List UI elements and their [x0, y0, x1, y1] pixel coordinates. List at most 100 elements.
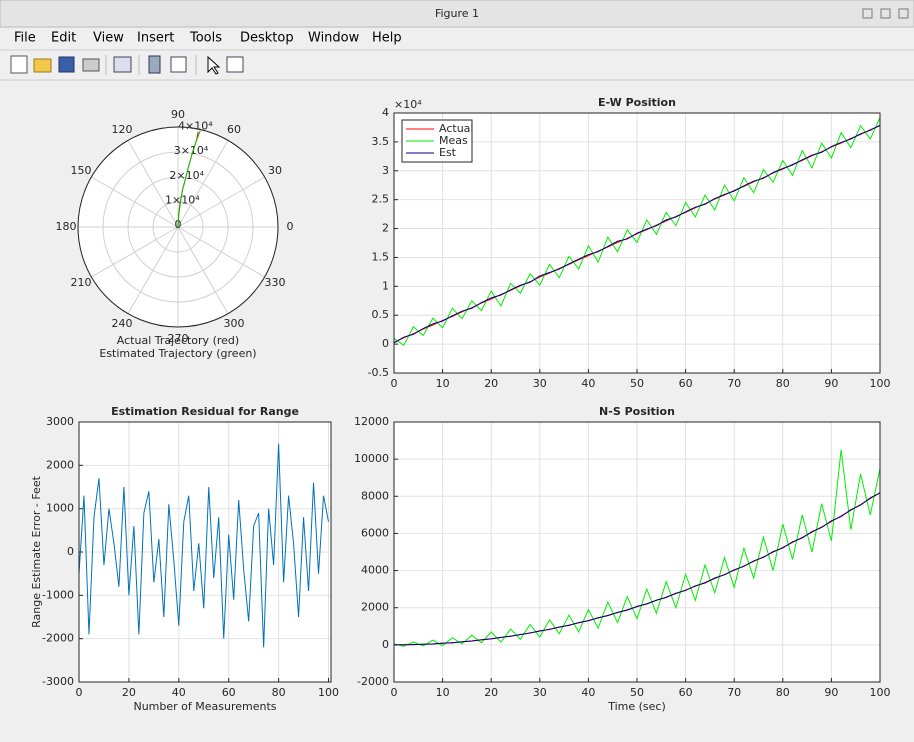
x-tick-label: 60 — [679, 377, 693, 390]
chart-title: Estimation Residual for Range — [111, 405, 299, 418]
x-tick-label: 80 — [776, 377, 790, 390]
axes-frame — [393, 112, 881, 374]
data-line — [393, 124, 881, 344]
x-tick-label: 10 — [436, 377, 450, 390]
x-tick-label: 50 — [630, 686, 644, 699]
y-tick-label: 3 — [382, 164, 389, 177]
y-tick-label: 3000 — [46, 415, 74, 428]
x-tick-label: 60 — [222, 686, 236, 699]
data-line — [78, 443, 329, 648]
y-tick-label: -1000 — [42, 588, 74, 601]
y-axis-label: Range Estimate Error - Feet — [30, 475, 43, 627]
y-tick-label: 10000 — [354, 452, 389, 465]
y-tick-label: 0 — [382, 337, 389, 350]
r-tick-label: 1×10⁴ — [165, 193, 200, 206]
x-tick-label: 70 — [727, 686, 741, 699]
y-tick-label: 2 — [382, 222, 389, 235]
axes-frame — [393, 421, 881, 683]
y-tick-label: 0 — [67, 545, 74, 558]
theta-tick-label: 330 — [264, 276, 285, 289]
y-tick-label: 0.5 — [372, 308, 390, 321]
window-title: Figure 1 — [435, 7, 479, 20]
y-tick-label: -3000 — [42, 675, 74, 688]
menu-item[interactable]: Help — [372, 31, 402, 46]
legend-label: Meas — [439, 134, 468, 147]
y-tick-label: 2000 — [361, 601, 389, 614]
theta-tick-label: 0 — [287, 220, 294, 233]
open-icon[interactable] — [33, 58, 52, 73]
r-tick-label: 3×10⁴ — [174, 144, 209, 157]
x-tick-label: 100 — [318, 686, 339, 699]
theta-tick-label: 150 — [71, 164, 92, 177]
y-multiplier: ×10⁴ — [394, 98, 422, 111]
data-line — [393, 449, 881, 647]
print-icon[interactable] — [82, 58, 100, 72]
r-tick-label: 4×10⁴ — [178, 120, 213, 133]
x-tick-label: 30 — [533, 377, 547, 390]
x-tick-label: 60 — [679, 686, 693, 699]
legend-icon[interactable] — [170, 56, 187, 73]
y-tick-label: 4 — [382, 106, 389, 119]
y-tick-label: 3.5 — [372, 135, 390, 148]
x-tick-label: 80 — [272, 686, 286, 699]
new-icon[interactable] — [10, 55, 28, 74]
toolbar — [10, 55, 244, 75]
x-tick-label: 90 — [824, 686, 838, 699]
x-axis-label: Time (sec) — [607, 700, 666, 713]
x-tick-label: 50 — [630, 377, 644, 390]
menu-item[interactable]: Window — [308, 31, 360, 46]
maximize-button[interactable] — [880, 8, 891, 19]
theta-tick-label: 90 — [171, 108, 185, 121]
x-tick-label: 90 — [824, 377, 838, 390]
x-tick-label: 40 — [172, 686, 186, 699]
axes-frame — [78, 421, 332, 683]
x-tick-label: 30 — [533, 686, 547, 699]
close-button[interactable] — [898, 8, 909, 19]
pointer-icon[interactable] — [207, 55, 221, 75]
x-axis-label: Number of Measurements — [133, 700, 276, 713]
polar-outline — [77, 126, 279, 328]
trajectory-line — [177, 130, 201, 228]
legend-label: Actual — [439, 122, 473, 135]
y-tick-label: 2.5 — [372, 193, 390, 206]
theta-tick-label: 30 — [268, 164, 282, 177]
x-tick-label: 40 — [581, 686, 595, 699]
polar-spoke — [177, 140, 229, 228]
polar-spoke — [177, 176, 265, 228]
theta-tick-label: 240 — [112, 317, 133, 330]
theta-tick-label: 300 — [224, 317, 245, 330]
r-tick-label: 2×10⁴ — [169, 169, 204, 182]
x-tick-label: 100 — [870, 377, 891, 390]
minimize-button[interactable] — [862, 8, 873, 19]
menu-item[interactable]: View — [93, 31, 124, 46]
y-tick-label: 12000 — [354, 415, 389, 428]
y-tick-label: 1 — [382, 279, 389, 292]
polar-spoke — [177, 226, 265, 278]
theta-tick-label: 60 — [227, 123, 241, 136]
y-tick-label: 1.5 — [372, 250, 390, 263]
x-tick-label: 20 — [484, 686, 498, 699]
property-icon[interactable] — [226, 56, 244, 73]
x-tick-label: 80 — [776, 686, 790, 699]
y-tick-label: 0 — [382, 638, 389, 651]
theta-tick-label: 210 — [71, 276, 92, 289]
x-axis-label: Estimated Trajectory (green) — [99, 347, 256, 360]
x-axis-label: Actual Trajectory (red) — [117, 334, 239, 347]
x-tick-label: 70 — [727, 377, 741, 390]
title-bar — [0, 0, 914, 28]
data-line — [393, 117, 881, 347]
polar-spoke — [91, 176, 179, 228]
polar-spoke — [127, 140, 179, 228]
menu-item[interactable]: Tools — [189, 31, 222, 46]
menu-item[interactable]: Desktop — [240, 31, 294, 46]
link-icon[interactable] — [113, 56, 132, 73]
x-tick-label: 0 — [391, 377, 398, 390]
save-icon[interactable] — [58, 56, 75, 73]
colorbar-icon[interactable] — [148, 55, 161, 74]
menu-item[interactable]: File — [14, 31, 36, 46]
menu-item[interactable]: Insert — [137, 31, 174, 46]
theta-tick-label: 270 — [168, 332, 189, 345]
y-tick-label: 4000 — [361, 564, 389, 577]
polar-spoke — [177, 226, 229, 314]
menu-item[interactable]: Edit — [51, 31, 76, 46]
